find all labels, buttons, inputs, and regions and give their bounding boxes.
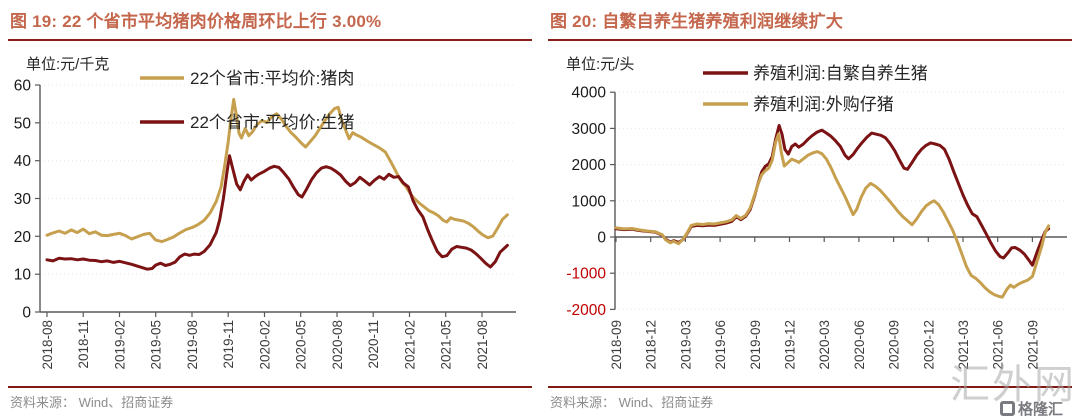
y-axis-label: 4000	[572, 85, 607, 102]
panel-fig20: -2000 -1000 0 1000 2000 3000 4000 2018-09 2018-1…	[540, 0, 1080, 419]
x-axis-label: 2020-02	[258, 320, 273, 370]
y-axis-label: -2000	[566, 302, 606, 319]
x-axis-label: 2020-03	[817, 320, 832, 370]
series-line-1	[45, 154, 509, 271]
x-axis-label: 2018-08	[40, 320, 55, 370]
y-axis-label: 20	[14, 229, 32, 246]
fig20-chart-svg: -2000 -1000 0 1000 2000 3000 4000 2018-09 2018-1…	[566, 64, 1067, 370]
legend-label-1: 养殖利润:外购仔猪	[753, 95, 894, 114]
fig20-bottom-rule	[548, 386, 1072, 388]
legend-label-0: 22个省市:平均价:猪肉	[190, 69, 354, 88]
fig19-unit-label: 单位:元/千克	[26, 56, 110, 73]
x-axis-label: 2019-09	[748, 320, 763, 370]
x-axis-label: 2019-08	[185, 320, 200, 370]
fig19-title: 图 19: 22 个省市平均猪肉价格周环比上行 3.00%	[10, 12, 382, 31]
x-axis-label: 2019-06	[713, 320, 728, 370]
x-axis-label: 2021-08	[475, 320, 490, 370]
y-axis-label: 10	[14, 267, 32, 284]
panel-fig19: 0 10 20 30 40 50 60 2018-08 2018-11 2019-02 2019-0…	[8, 12, 532, 410]
fig19-bottom-rule	[8, 386, 532, 388]
y-axis-label: 30	[14, 191, 32, 208]
watermark-gelonghui-logo: 格隆汇	[1000, 398, 1063, 419]
x-axis-label: 2018-12	[644, 320, 659, 370]
fig20-title: 图 20: 自繁自养生猪养殖利润继续扩大	[550, 12, 844, 31]
x-axis-label: 2020-05	[294, 320, 309, 370]
x-axis-label: 2019-12	[783, 320, 798, 370]
fig20-source: 资料来源： Wind、招商证券	[550, 395, 714, 410]
x-axis-label: 2018-11	[76, 320, 91, 369]
x-axis-label: 2019-05	[149, 320, 164, 370]
x-axis-label: 2020-09	[887, 320, 902, 370]
gelonghui-label: 格隆汇	[1018, 401, 1064, 418]
y-axis-label: 1000	[572, 193, 607, 210]
y-axis-label: 3000	[572, 121, 607, 138]
x-axis-label: 2021-09	[1025, 320, 1040, 370]
y-axis-label: 0	[22, 305, 31, 322]
x-axis-label: 2020-06	[852, 320, 867, 370]
y-axis-label: -1000	[566, 266, 606, 283]
x-axis-label: 2020-12	[921, 320, 936, 370]
x-axis-label: 2019-02	[113, 320, 128, 370]
x-axis-label: 2021-02	[403, 320, 418, 370]
y-axis-label: 40	[14, 153, 32, 170]
x-axis-label: 2021-06	[991, 320, 1006, 370]
y-axis-label: 50	[14, 115, 32, 132]
series-line-1	[614, 132, 1051, 299]
series-line-0	[45, 97, 509, 244]
fig19-chart-svg: 0 10 20 30 40 50 60 2018-08 2018-11 2019-02 2019-0…	[14, 69, 516, 370]
x-axis-label: 2021-03	[956, 320, 971, 370]
x-axis-label: 2020-08	[330, 320, 345, 370]
gelonghui-icon	[1000, 401, 1015, 416]
x-axis-label: 2019-11	[221, 320, 236, 369]
legend-label-0: 养殖利润:自繁自养生猪	[753, 64, 928, 83]
fig19-title-rule	[8, 39, 532, 41]
y-axis-label: 60	[14, 78, 32, 95]
series-line-0	[614, 124, 1051, 267]
fig19-source: 资料来源： Wind、招商证券	[10, 395, 174, 410]
x-axis-label: 2018-09	[609, 320, 624, 370]
x-axis-label: 2020-11	[366, 320, 381, 369]
x-axis-label: 2019-03	[678, 320, 693, 370]
y-axis-label: 0	[597, 230, 606, 247]
fig20-title-rule	[548, 39, 1072, 41]
fig20-unit-label: 单位:元/头	[566, 56, 635, 73]
legend-label-1: 22个省市:平均价:生猪	[190, 113, 354, 132]
x-axis-label: 2021-05	[439, 320, 454, 370]
y-axis-label: 2000	[572, 157, 607, 174]
